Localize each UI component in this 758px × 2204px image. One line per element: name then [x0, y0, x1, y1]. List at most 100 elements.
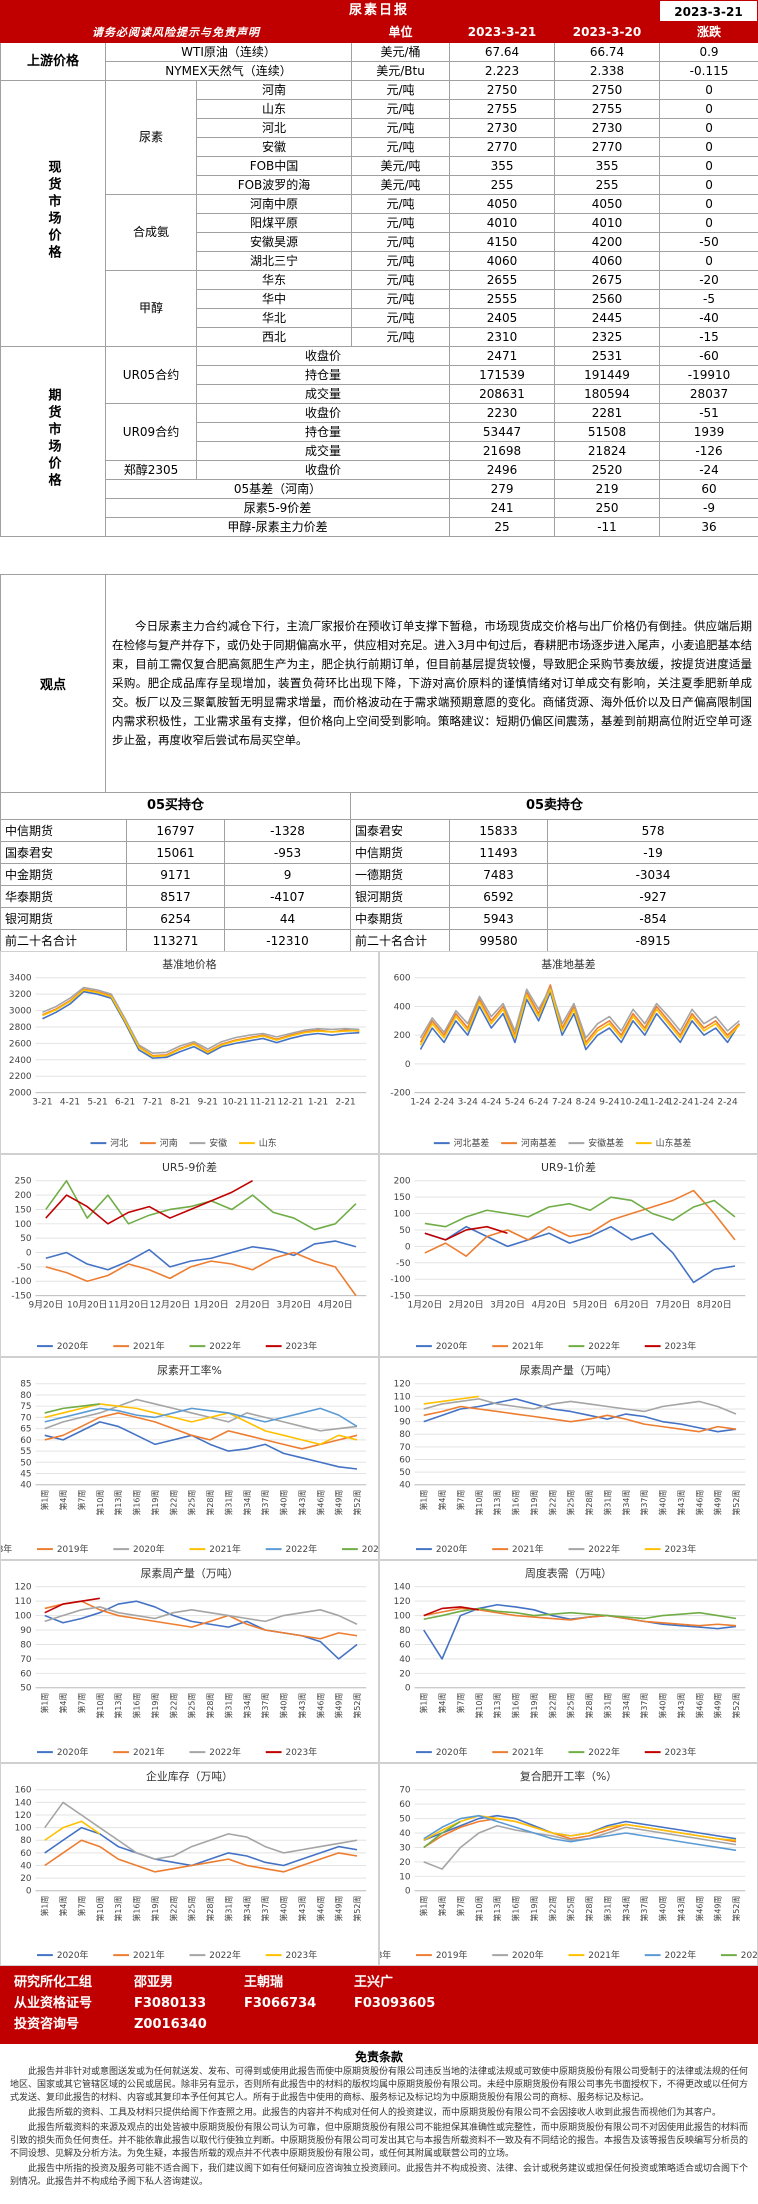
y-tick-label: 2600	[9, 1039, 32, 1049]
column-title: 2023-3-21	[449, 22, 556, 43]
series-line	[423, 1398, 737, 1433]
previous: 21824	[554, 441, 661, 461]
x-tick-label: 第43周	[676, 1693, 686, 1719]
position-row: 银河期货 6254 44 中泰期货 5943 -854	[0, 907, 758, 930]
analyst-line: 投资咨询号 Z0016340	[14, 2014, 744, 2035]
spot-row: 现货市场价格 尿素 河南 元/吨 2750 2750 0	[0, 80, 758, 347]
y-tick-label: 65	[20, 1425, 31, 1435]
x-tick-label: 第37周	[639, 1896, 649, 1922]
series-line	[45, 1180, 253, 1225]
y-tick-label: 70	[399, 1786, 411, 1796]
spot-row: FOB波罗的海 美元/吨 255 255 0	[1, 175, 758, 195]
legend-label: 2023年	[665, 1340, 697, 1352]
x-tick-label: 第4周	[437, 1693, 447, 1714]
x-tick-label: 第43周	[676, 1896, 686, 1922]
series-line	[419, 987, 740, 1039]
sell-change: 578	[547, 819, 758, 842]
x-tick-label: 1月20日	[407, 1299, 442, 1310]
legend-label: 2021年	[209, 1543, 241, 1555]
sell-broker: 国泰君安	[350, 819, 451, 842]
series-line	[44, 1403, 100, 1414]
x-tick-label: 1-21	[308, 1097, 328, 1107]
today: 279	[449, 479, 556, 499]
change: 0	[659, 213, 758, 233]
change: 0	[659, 99, 758, 119]
y-tick-label: 140	[394, 1583, 411, 1593]
y-tick-label: 160	[15, 1786, 32, 1796]
unit: 元/吨	[351, 213, 451, 233]
group-label: 甲醇	[105, 270, 197, 347]
y-tick-label: 100	[394, 1612, 411, 1622]
x-tick-label: 第19周	[150, 1693, 160, 1719]
x-tick-label: 2-24	[434, 1097, 455, 1107]
x-tick-label: 第40周	[658, 1490, 668, 1516]
chart-title: UR9-1价差	[541, 1160, 596, 1174]
x-tick-label: 第34周	[621, 1896, 631, 1922]
y-tick-label: 250	[15, 1177, 32, 1187]
series-line	[423, 1814, 737, 1852]
y-tick-label: 100	[15, 1612, 32, 1622]
series-line	[44, 1600, 358, 1640]
position-row: 华泰期货 8517 -4107 银河期货 6592 -927	[0, 885, 758, 908]
previous: 4010	[554, 213, 661, 233]
unit: 元/吨	[351, 118, 451, 138]
view-text: 今日尿素主力合约减仓下行，主流厂家报价在预收订单支撑下暂稳，市场现货成交价格与出…	[105, 574, 758, 792]
top-bar: 尿素日报 2023-3-21	[0, 0, 758, 22]
legend-label: 2022年	[588, 1746, 620, 1758]
sell-broker: 银河期货	[350, 885, 451, 908]
disclaimer-title: 免责条款	[354, 2050, 403, 2064]
y-tick-label: 85	[20, 1380, 31, 1390]
change: -24	[659, 460, 758, 480]
legend-label: 2020年	[57, 1949, 89, 1961]
series-line	[424, 1196, 736, 1228]
legend-label: 2018年	[379, 1949, 391, 1961]
today: 2555	[449, 289, 556, 309]
x-tick-label: 第16周	[511, 1490, 521, 1516]
unit: 元/吨	[351, 99, 451, 119]
x-tick-label: 第52周	[731, 1896, 741, 1922]
spread-row: 05基差（河南） 279 219 60	[1, 479, 758, 499]
legend-label: 2022年	[665, 1949, 697, 1961]
y-tick-label: -100	[390, 1275, 411, 1285]
y-tick-label: 60	[399, 1800, 411, 1810]
x-tick-label: 第4周	[58, 1490, 68, 1511]
position-row: 前二十名合计 113271 -12310 前二十名合计 99580 -8915	[0, 929, 758, 951]
x-tick-label: 第19周	[150, 1896, 160, 1922]
y-tick-label: 2800	[9, 1023, 32, 1033]
item: 安徽昊源	[195, 232, 353, 252]
x-tick-label: 9-21	[198, 1097, 218, 1107]
y-tick-label: 40	[399, 1481, 411, 1491]
series-line	[419, 988, 740, 1047]
y-tick-label: 70	[20, 1655, 32, 1665]
y-tick-label: 120	[15, 1811, 32, 1821]
item: 阳煤平原	[195, 213, 353, 233]
sell-title: 05卖持仓	[350, 792, 758, 820]
change: -50	[659, 232, 758, 252]
positions-body: 05买持仓 05卖持仓 中信期货 16797 -1328 国泰君安 15833 578 国泰…	[0, 792, 758, 951]
series-line	[423, 1395, 479, 1405]
previous: 2770	[554, 137, 661, 157]
analyst-field: F03093605	[354, 1996, 436, 2011]
buy-volume: 15061	[126, 841, 225, 864]
x-tick-label: 第28周	[205, 1693, 215, 1719]
buy-change: -12310	[223, 929, 352, 951]
group-label: UR09合约	[105, 403, 197, 461]
upstream-row: NYMEX天然气（连续） 美元/Btu 2.223 2.338 -0.115	[1, 61, 758, 81]
today: 2310	[449, 327, 556, 347]
series-line	[44, 1421, 358, 1470]
y-tick-label: 3400	[9, 974, 32, 984]
today: 2405	[449, 308, 556, 328]
x-tick-label: 第40周	[279, 1490, 289, 1516]
previous: 2325	[554, 327, 661, 347]
x-tick-label: 第40周	[658, 1693, 668, 1719]
previous: 66.74	[554, 42, 661, 62]
x-tick-label: 第25周	[566, 1896, 576, 1922]
futures-row: 成交量 208631 180594 28037	[1, 384, 758, 404]
buy-volume: 113271	[126, 929, 225, 951]
x-tick-label: 第31周	[223, 1896, 233, 1922]
y-tick-label: 2000	[9, 1089, 32, 1099]
today: 2496	[449, 460, 556, 480]
legend-label: 2022年	[588, 1543, 620, 1555]
y-tick-label: 75	[20, 1402, 31, 1412]
